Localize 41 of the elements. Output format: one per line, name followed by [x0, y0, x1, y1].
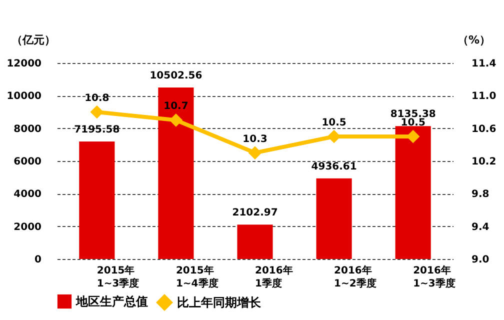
y2-tick-label: 9.0 — [472, 254, 490, 266]
y2-tick-label: 11.0 — [472, 91, 496, 102]
y2-tick-label: 9.4 — [472, 222, 490, 233]
point — [170, 114, 182, 126]
bar — [237, 224, 273, 259]
bar — [316, 178, 352, 259]
y-tick-label: 2000 — [14, 222, 42, 233]
x-tick-label: 2016年 1~2季度 — [334, 264, 376, 290]
y-tick-label: 6000 — [14, 156, 42, 168]
y-tick-label: 8000 — [14, 124, 42, 135]
x-tick-label: 2016年 1~3季度 — [413, 264, 456, 290]
y-axis-title: （亿元） — [12, 34, 56, 46]
data-label: 4936.61 — [311, 161, 357, 172]
data-label: 10.3 — [242, 134, 268, 145]
data-label: 10.5 — [322, 118, 346, 128]
x-tick-label: 2015年 1~4季度 — [176, 264, 218, 290]
y2-tick-label: 10.2 — [472, 156, 496, 168]
data-label: 10.5 — [400, 118, 426, 128]
data-label: 10502.56 — [150, 70, 202, 82]
point — [248, 146, 262, 160]
y-tick-label: 12000 — [6, 58, 42, 70]
y-tick-label: 10000 — [6, 91, 42, 102]
legend-label: 比上年同期增长 — [177, 296, 262, 310]
y2-tick-label: 11.4 — [472, 58, 496, 70]
data-label: 7195.58 — [74, 124, 120, 136]
y-tick-label: 0 — [34, 254, 42, 266]
bar — [79, 141, 115, 259]
data-label: 10.7 — [164, 101, 188, 112]
y-tick-label: 4000 — [14, 189, 42, 200]
legend-label: 地区生产总值 — [75, 294, 148, 308]
y2-tick-label: 10.6 — [472, 124, 496, 135]
x-tick-label: 2016年 1季度 — [255, 264, 293, 290]
data-label: 10.8 — [84, 93, 110, 104]
point — [328, 130, 340, 143]
point — [90, 106, 104, 118]
bar — [395, 126, 431, 259]
y2-tick-label: 9.8 — [472, 189, 490, 200]
data-label: 2102.97 — [232, 208, 278, 219]
bar — [158, 87, 194, 259]
x-tick-label: 2015年 1~3季度 — [96, 264, 140, 290]
y2-axis-title: （%） — [458, 34, 491, 46]
